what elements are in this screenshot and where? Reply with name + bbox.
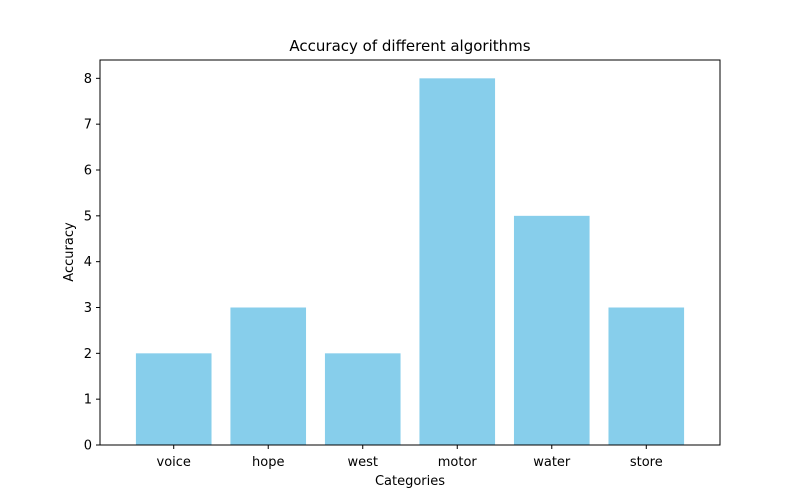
y-axis-ticks: 0 1 2 3 4 5 6 7 8: [84, 72, 100, 454]
bar-voice: [135, 353, 212, 445]
x-tick-label: voice: [157, 455, 191, 470]
y-tick-label: 3: [84, 301, 92, 316]
x-tick-label: store: [630, 455, 663, 470]
x-axis-ticks: voice hope west motor water store: [157, 445, 663, 470]
x-tick-label: hope: [252, 455, 284, 470]
x-tick-label: west: [347, 455, 378, 470]
x-axis-label: Categories: [375, 474, 445, 489]
bar-hope: [230, 307, 307, 445]
x-tick-label: water: [533, 455, 571, 470]
bar-store: [608, 307, 685, 445]
chart-title: Accuracy of different algorithms: [289, 37, 530, 55]
bars-group: [135, 78, 685, 445]
y-tick-label: 2: [84, 347, 92, 362]
y-tick-label: 1: [84, 393, 92, 408]
y-axis-label: Accuracy: [62, 222, 77, 282]
y-tick-label: 5: [84, 209, 92, 224]
y-tick-label: 7: [84, 118, 92, 133]
axes-frame: [99, 59, 721, 446]
y-tick-label: 0: [84, 439, 92, 454]
y-tick-label: 4: [84, 255, 92, 270]
x-tick-label: motor: [438, 455, 478, 470]
bar-water: [513, 215, 590, 445]
y-tick-label: 8: [84, 72, 92, 87]
y-tick-label: 6: [84, 164, 92, 179]
bar-motor: [419, 78, 496, 445]
bar-west: [324, 353, 401, 445]
